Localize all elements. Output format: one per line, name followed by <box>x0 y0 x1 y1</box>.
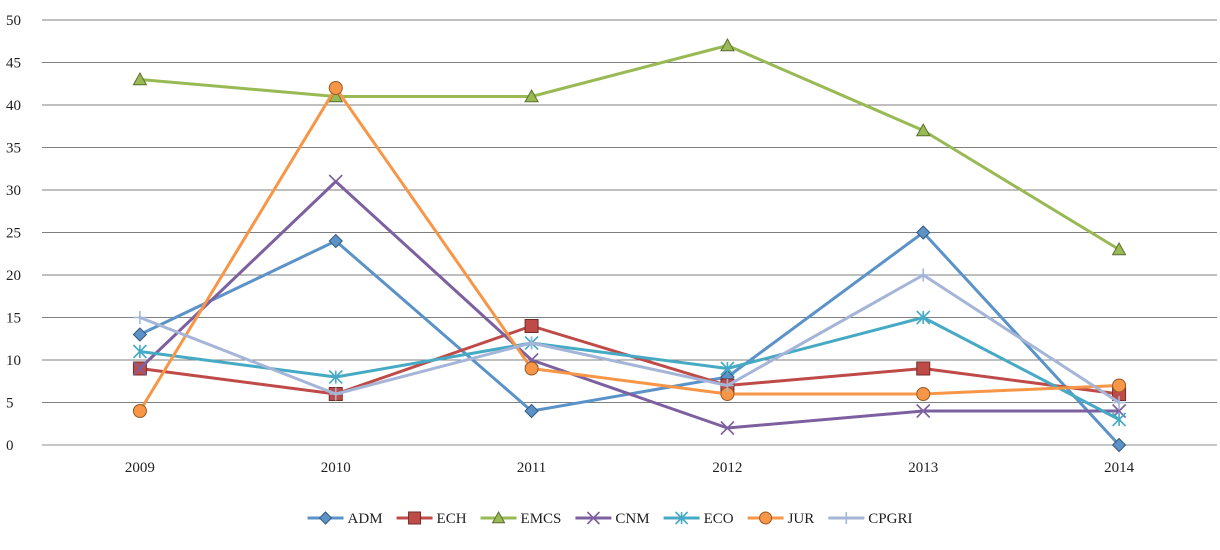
data-point-cpgri <box>329 387 343 401</box>
y-tick-label: 30 <box>6 183 21 199</box>
series-emcs <box>132 37 1127 256</box>
y-tick-label: 15 <box>6 311 21 327</box>
data-point-cpgri <box>916 268 930 282</box>
legend-label: ECO <box>704 511 734 527</box>
legend-item-ech: ECH <box>396 511 467 527</box>
data-point-cnm <box>916 403 931 419</box>
legend-label: EMCS <box>521 511 562 527</box>
data-point-emcs <box>1111 241 1127 256</box>
x-tick-label: 2010 <box>321 460 351 476</box>
series-group <box>132 37 1127 453</box>
legend-marker-adm <box>318 511 333 525</box>
x-tick-label: 2014 <box>1104 460 1135 476</box>
legend-item-jur: JUR <box>747 511 815 527</box>
data-point-adm <box>524 403 539 419</box>
data-point-emcs <box>720 37 735 52</box>
data-point-eco <box>328 369 343 385</box>
legend-marker-jur <box>759 511 773 525</box>
data-point-cpgri <box>525 336 539 350</box>
series-adm <box>132 225 1127 453</box>
data-point-cnm <box>720 420 735 436</box>
y-tick-label: 35 <box>6 141 21 157</box>
data-point-jur <box>524 361 539 376</box>
series-line-emcs <box>138 44 1121 251</box>
series-line-cnm <box>138 180 1121 430</box>
series-cnm <box>132 174 1127 436</box>
series-cpgri <box>133 268 1126 409</box>
data-point-cpgri <box>720 379 734 392</box>
legend-marker-eco <box>675 511 689 525</box>
y-tick-label: 5 <box>6 396 14 412</box>
series-eco <box>132 310 1127 427</box>
data-point-jur <box>916 387 931 401</box>
data-point-jur <box>132 404 147 418</box>
y-tick-label: 10 <box>6 353 21 369</box>
series-line-jur <box>138 86 1121 413</box>
data-point-ech <box>916 361 931 376</box>
gridlines <box>42 19 1217 446</box>
data-point-eco <box>1112 412 1127 427</box>
y-tick-label: 0 <box>6 438 14 454</box>
legend-label: JUR <box>788 511 815 527</box>
series-line-eco <box>138 316 1121 421</box>
legend: ADM ECH EMCS CNM ECO JUR CPGRI <box>307 510 912 527</box>
data-point-emcs <box>915 122 931 137</box>
data-point-cnm <box>132 361 147 376</box>
data-point-emcs <box>524 88 539 103</box>
data-point-adm <box>916 225 931 240</box>
data-point-adm <box>132 327 148 342</box>
x-axis: 2009 2010 2011 2012 2013 2014 <box>125 460 1135 476</box>
y-tick-label: 25 <box>6 226 21 242</box>
legend-marker-cpgri <box>840 512 853 524</box>
legend-item-emcs: EMCS <box>480 510 562 527</box>
data-point-cnm <box>328 174 343 189</box>
data-point-eco <box>132 344 147 359</box>
data-point-ech <box>524 319 539 333</box>
legend-item-adm: ADM <box>307 511 383 527</box>
data-point-eco <box>916 310 931 325</box>
series-line-adm <box>138 231 1121 447</box>
legend-item-eco: ECO <box>663 511 734 527</box>
legend-label: ADM <box>348 511 383 527</box>
series-line-cpgri <box>138 273 1121 404</box>
series-jur <box>132 81 1127 418</box>
y-tick-label: 50 <box>6 13 21 29</box>
legend-item-cpgri: CPGRI <box>828 511 912 527</box>
x-tick-label: 2011 <box>517 460 546 476</box>
y-tick-label: 20 <box>6 268 21 284</box>
data-point-cpgri <box>1112 396 1126 409</box>
data-point-adm <box>328 233 343 249</box>
legend-label: ECH <box>437 511 467 527</box>
y-tick-label: 45 <box>6 56 21 72</box>
y-axis: 0 5 10 15 20 25 30 35 40 45 50 <box>6 13 21 454</box>
data-point-cpgri <box>133 311 147 324</box>
legend-marker-ech <box>408 511 422 525</box>
legend-marker-emcs <box>491 510 506 524</box>
y-tick-label: 40 <box>6 98 21 114</box>
data-point-jur <box>1112 378 1127 393</box>
data-point-eco <box>720 361 735 376</box>
legend-label: CPGRI <box>868 511 912 527</box>
legend-marker-cnm <box>586 511 600 525</box>
data-point-adm <box>1111 437 1127 453</box>
x-tick-label: 2013 <box>908 460 938 476</box>
data-point-emcs <box>132 71 148 86</box>
x-tick-label: 2012 <box>712 460 742 476</box>
legend-label: CNM <box>615 511 649 527</box>
data-point-jur <box>328 81 343 95</box>
legend-item-cnm: CNM <box>575 511 650 527</box>
x-tick-label: 2009 <box>125 460 155 476</box>
